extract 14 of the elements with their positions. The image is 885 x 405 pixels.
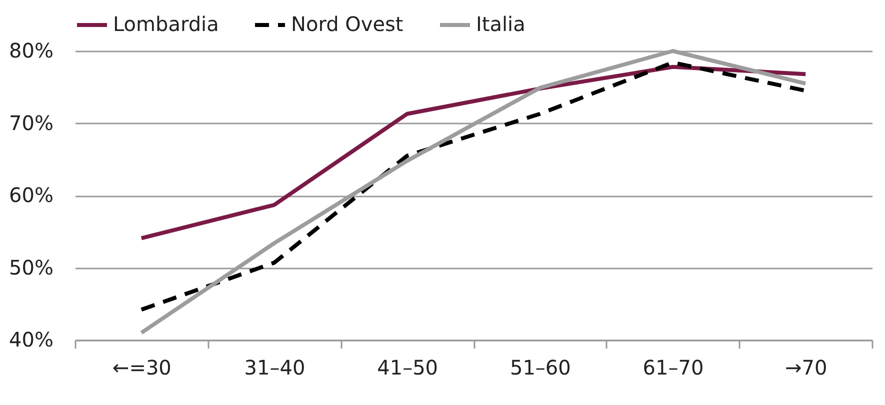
legend-label: Italia (476, 12, 526, 36)
y-tick-label: 60% (9, 183, 54, 207)
y-tick-label: 70% (9, 110, 54, 135)
legend-label: Nord Ovest (291, 12, 404, 36)
x-tick-label: 31–40 (244, 356, 306, 380)
x-tick-label: 51–60 (510, 356, 571, 380)
x-tick-label: →70 (784, 356, 828, 380)
legend-label: Lombardia (113, 12, 219, 36)
y-tick-label: 50% (9, 255, 54, 280)
x-tick-label: 41–50 (377, 356, 438, 380)
y-tick-label: 40% (9, 328, 54, 352)
x-tick-label: 61–70 (642, 356, 704, 380)
y-tick-label: 80% (9, 38, 54, 62)
x-tick-label: ←=30 (112, 356, 172, 380)
